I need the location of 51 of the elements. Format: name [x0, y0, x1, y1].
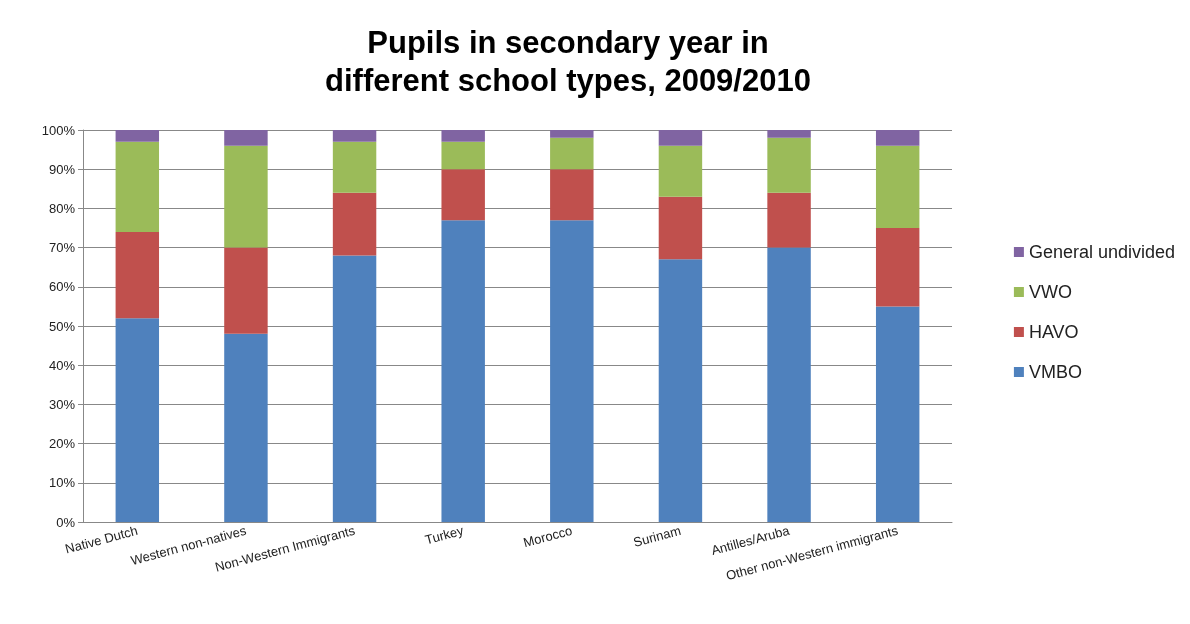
- bar: [875, 130, 920, 146]
- bar: [224, 145, 268, 248]
- bar: [115, 318, 160, 522]
- bar: [332, 255, 377, 522]
- bar: [332, 141, 377, 193]
- y-tick-label: 40%: [48, 357, 76, 373]
- legend-label: VMBO: [1028, 362, 1082, 382]
- legend-label: General undivided: [1028, 242, 1176, 262]
- bar: [875, 228, 920, 307]
- y-tick-label: 20%: [48, 436, 76, 452]
- bar: [224, 247, 268, 334]
- legend-label: VWO: [1028, 282, 1072, 302]
- y-tick-label: 100%: [41, 122, 76, 138]
- bar: [875, 306, 920, 522]
- bar: [224, 130, 268, 146]
- bar: [441, 220, 485, 522]
- bar: [658, 130, 703, 146]
- bar: [441, 169, 485, 221]
- y-tick-label: 30%: [48, 396, 76, 412]
- bar: [332, 130, 377, 142]
- y-tick-label: 10%: [48, 475, 76, 491]
- x-tick-label: Turkey: [423, 522, 466, 548]
- bar: [550, 220, 594, 522]
- bar: [550, 137, 594, 170]
- bar: [224, 333, 268, 522]
- bar: [767, 137, 811, 193]
- bar: [767, 192, 811, 248]
- y-tick-label: 90%: [48, 161, 76, 177]
- bar: [115, 141, 160, 232]
- y-tick-label: 80%: [48, 200, 76, 216]
- y-tick-label: 60%: [48, 279, 76, 295]
- y-tick-label: 70%: [48, 240, 76, 256]
- bar: [332, 192, 377, 256]
- bar: [550, 130, 594, 138]
- bar: [658, 196, 703, 260]
- x-tick-label: Morocco: [521, 522, 574, 551]
- bar: [441, 141, 485, 170]
- y-tick-label: 50%: [48, 318, 76, 334]
- bar: [658, 145, 703, 197]
- bar: [441, 130, 485, 142]
- chart-title: Pupils in secondary year in different school types, 2009/2010: [325, 24, 811, 98]
- bar: [875, 145, 920, 228]
- legend-label: HAVO: [1028, 322, 1079, 342]
- x-tick-label: Surinam: [631, 522, 683, 550]
- bar: [767, 130, 811, 138]
- bar: [658, 259, 703, 522]
- y-tick-label: 0%: [56, 514, 76, 530]
- bar: [767, 247, 811, 522]
- bar: [550, 169, 594, 221]
- bar: [115, 130, 160, 142]
- bar: [115, 231, 160, 319]
